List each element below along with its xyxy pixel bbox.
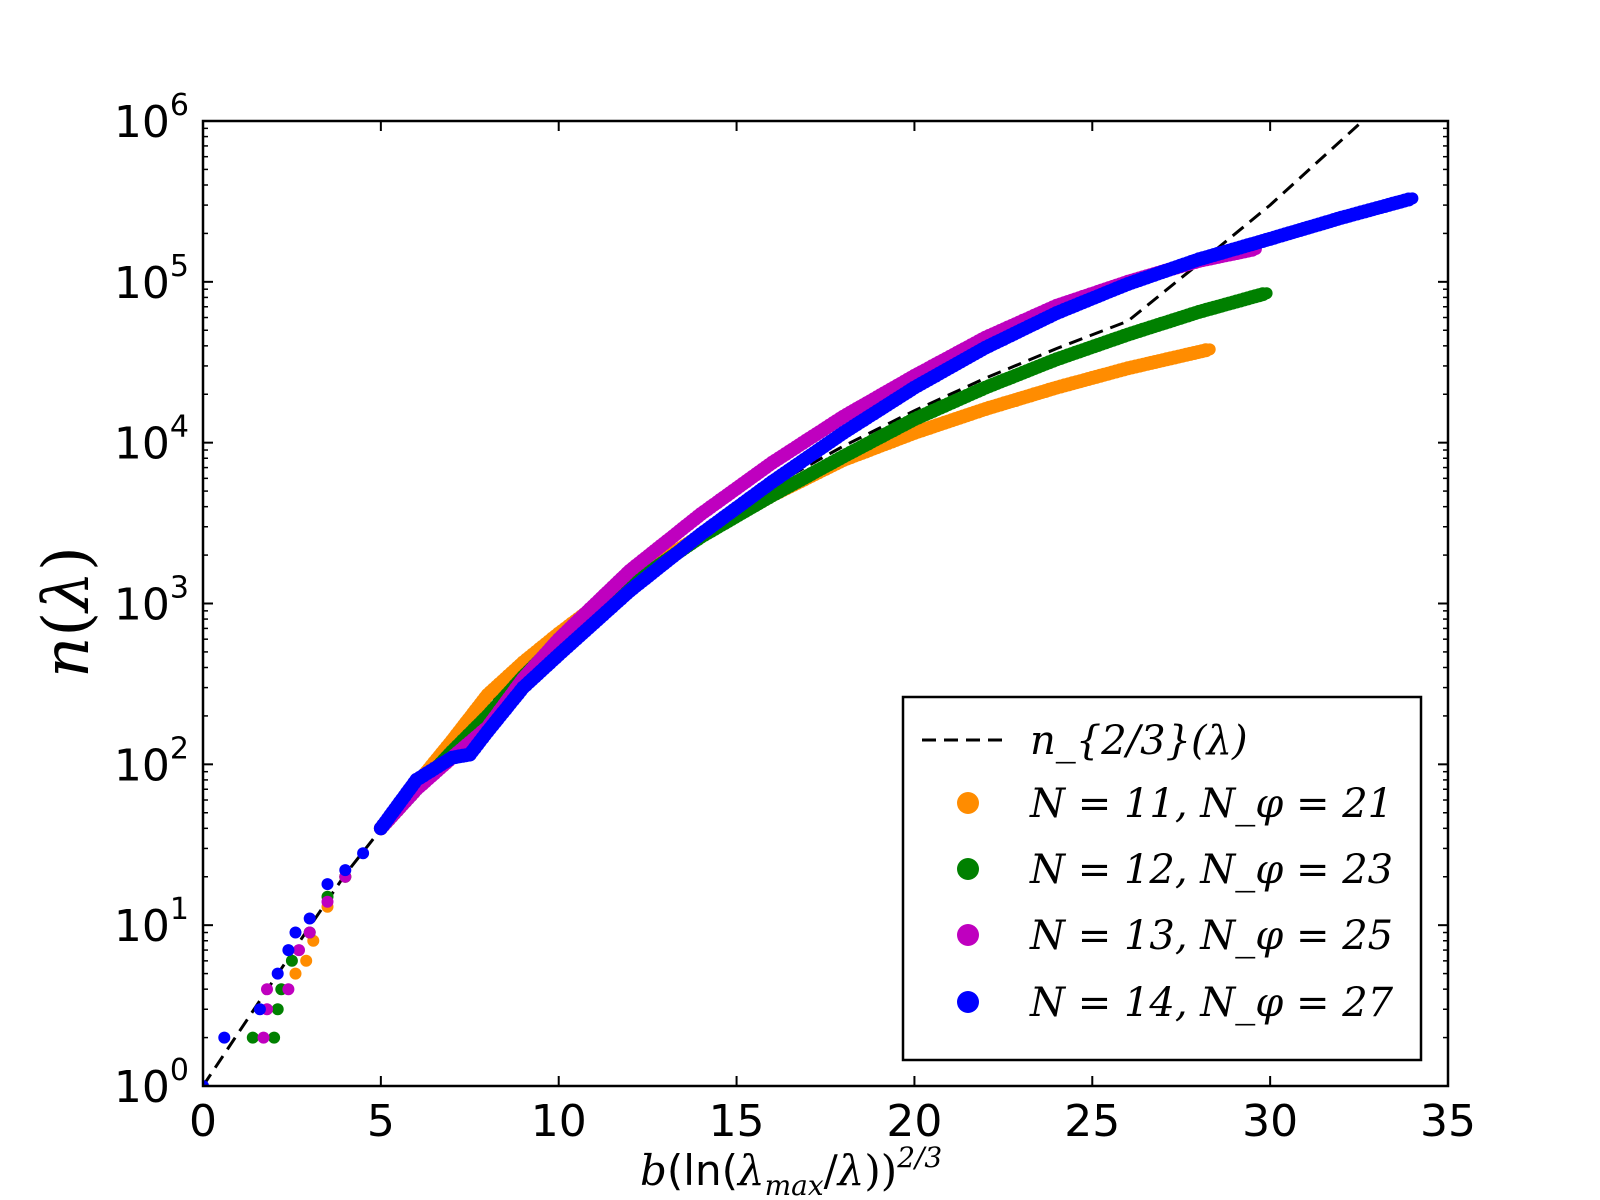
- x-tick-label: 0: [189, 1096, 217, 1147]
- x-tick-label: 10: [531, 1096, 587, 1147]
- data-point: [289, 926, 302, 939]
- data-point: [766, 456, 779, 469]
- data-point: [285, 954, 298, 967]
- data-point: [271, 967, 284, 980]
- x-tick-label: 15: [709, 1096, 765, 1147]
- data-point: [321, 895, 334, 908]
- data-point: [339, 864, 352, 877]
- data-point: [623, 584, 636, 597]
- data-point: [552, 648, 565, 661]
- legend-swatch-marker: [957, 991, 979, 1013]
- data-point: [1260, 287, 1273, 300]
- data-point: [321, 878, 334, 891]
- data-point: [303, 926, 316, 939]
- data-point: [1121, 328, 1134, 341]
- legend-box: [901, 695, 1423, 1062]
- data-point: [1121, 278, 1134, 290]
- data-point: [481, 689, 494, 701]
- data-point: [218, 1031, 231, 1044]
- ticks-layer: 0 5 10 15 20 25 30 35 100 101 102 103 104 105 106: [114, 88, 1476, 1147]
- data-point: [837, 426, 850, 439]
- data-point: [357, 847, 370, 860]
- data-point: [300, 954, 313, 967]
- legend-label: N = 14, N_φ = 27: [1029, 980, 1394, 1026]
- data-point: [837, 450, 850, 463]
- data-point: [766, 475, 779, 488]
- data-point: [552, 633, 565, 646]
- x-tick-label: 30: [1242, 1096, 1298, 1147]
- y-tick-label: 104: [114, 410, 189, 470]
- legend-swatch-marker: [957, 924, 979, 946]
- data-point: [257, 1031, 270, 1044]
- x-tick-label: 35: [1420, 1096, 1476, 1147]
- data-point: [446, 751, 458, 764]
- data-point: [908, 426, 921, 439]
- data-point: [1264, 232, 1277, 245]
- data-point: [271, 1003, 284, 1016]
- data-point: [282, 944, 295, 957]
- legend-label: n_{2/3}(λ): [1030, 718, 1248, 764]
- data-point: [303, 912, 316, 925]
- data-point: [289, 967, 302, 980]
- data-point: [1335, 211, 1348, 224]
- data-point: [517, 681, 530, 694]
- legend-label: N = 12, N_φ = 23: [1029, 847, 1393, 893]
- legend-swatch-marker: [957, 858, 979, 880]
- data-point: [1050, 381, 1063, 394]
- data-point: [293, 944, 305, 957]
- y-axis-label: n(λ): [30, 546, 104, 678]
- data-point: [261, 983, 273, 996]
- series-4: [203, 192, 1419, 1086]
- svg-text:n(λ): n(λ): [30, 546, 104, 678]
- legend: n_{2/3}(λ) N = 11, N_φ = 21 N = 12, N_φ = …: [901, 695, 1423, 1062]
- data-point: [1121, 362, 1134, 375]
- x-tick-label: 5: [367, 1096, 395, 1147]
- y-tick-label: 100: [114, 1053, 189, 1113]
- data-point: [268, 1031, 281, 1044]
- legend-label: N = 13, N_φ = 25: [1029, 913, 1393, 959]
- data-point: [979, 341, 992, 354]
- legend-swatch-marker: [957, 792, 979, 814]
- x-axis-label: b(ln(λmax/λ))2/3: [640, 1141, 942, 1200]
- data-point: [1203, 343, 1216, 356]
- x-tick-label: 25: [1064, 1096, 1120, 1147]
- data-point: [1050, 307, 1063, 319]
- data-point: [1050, 353, 1063, 366]
- y-tick-label: 102: [114, 731, 189, 791]
- data-point: [979, 403, 992, 415]
- y-tick-label: 101: [114, 892, 189, 952]
- data-point: [481, 725, 494, 738]
- y-tick-label: 105: [114, 249, 189, 309]
- data-point: [246, 1031, 259, 1044]
- data-point: [282, 983, 295, 996]
- data-point: [1193, 253, 1205, 266]
- data-point: [1193, 305, 1205, 318]
- data-point: [410, 773, 423, 786]
- data-point: [908, 413, 921, 426]
- x-tick-label: 20: [886, 1096, 942, 1147]
- data-point: [908, 381, 921, 394]
- data-point: [979, 381, 992, 394]
- data-point: [203, 1080, 209, 1086]
- y-tick-label: 103: [114, 571, 189, 631]
- y-tick-label: 106: [114, 88, 189, 148]
- data-point: [463, 748, 476, 761]
- data-point: [623, 564, 636, 577]
- legend-label: N = 11, N_φ = 21: [1029, 781, 1393, 827]
- data-point: [695, 508, 707, 520]
- data-point: [1406, 192, 1419, 205]
- data-point: [253, 1003, 266, 1016]
- svg-text:b(ln(λmax/λ))2/3: b(ln(λmax/λ))2/3: [640, 1141, 942, 1200]
- data-point: [374, 822, 387, 835]
- data-point: [837, 410, 850, 423]
- data-point: [695, 528, 707, 541]
- series-layer: [203, 121, 1419, 1086]
